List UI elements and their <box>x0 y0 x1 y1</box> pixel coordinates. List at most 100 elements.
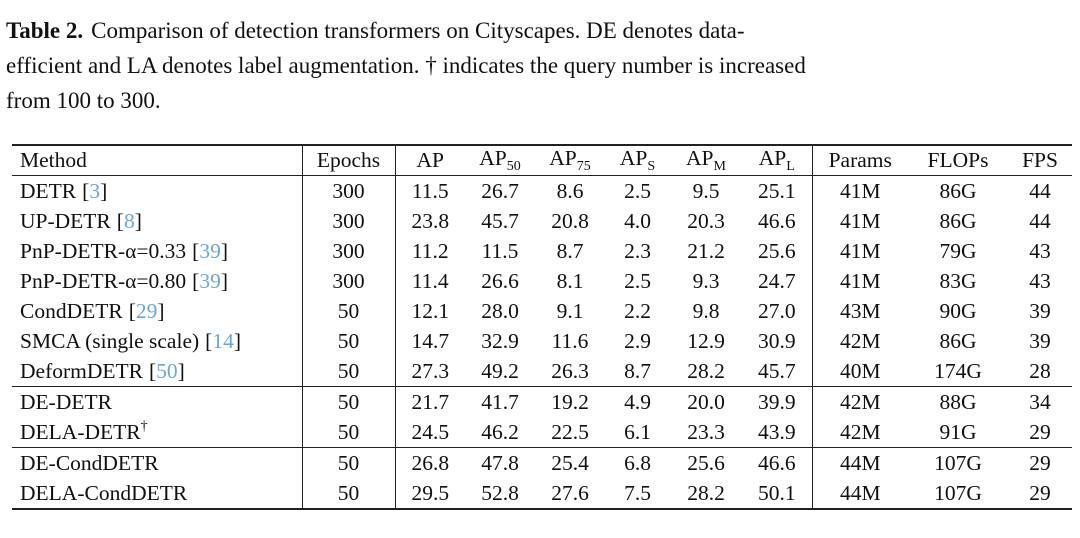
citation-bracket: ] <box>220 268 228 293</box>
value-cell: 50 <box>302 478 396 509</box>
method-cell: DETR [3] <box>12 175 303 206</box>
value-cell: 7.5 <box>624 480 651 505</box>
value-cell: 11.5 <box>411 178 449 203</box>
value-cell: 44M <box>839 450 881 475</box>
method-name: PnP-DETR-α=0.80 <box>20 268 187 293</box>
header-subscript: M <box>713 159 726 174</box>
value-cell: 29 <box>1029 419 1051 444</box>
citation: [39] <box>192 239 228 263</box>
value-cell: 19.2 <box>551 389 589 414</box>
table-row: PnP-DETR-α=0.80 [39] 300 11.4 26.6 8.1 2.5 9.3 2… <box>12 266 1072 296</box>
value-cell: 49.2 <box>481 358 519 383</box>
value-cell: 28.2 <box>687 480 725 505</box>
method-cell: UP-DETR [8] <box>12 206 303 236</box>
value-cell: 8.1 <box>556 268 584 293</box>
method-name: DELA-DETR <box>20 420 141 444</box>
citation-bracket: ] <box>134 208 142 233</box>
value-cell: 11.6 <box>551 328 589 353</box>
value-cell: 300 <box>302 266 396 296</box>
method-cell: DE-DETR <box>12 386 303 417</box>
value-cell: 39.9 <box>742 386 813 417</box>
header-cell: Params <box>828 148 892 172</box>
value-cell: 27.6 <box>551 480 589 505</box>
header-subscript: 50 <box>506 159 521 174</box>
header-text: AP <box>686 146 714 170</box>
value-cell: 34 <box>1029 389 1051 414</box>
citation-number: 50 <box>156 358 178 383</box>
value-cell: 9.5 <box>692 178 720 203</box>
value-cell: 22.5 <box>551 419 589 444</box>
value-cell: 27.0 <box>742 296 813 326</box>
table-row: DeformDETR [50] 50 27.3 49.2 26.3 8.7 28.2 45.7 4… <box>12 356 1072 387</box>
method-name: UP-DETR <box>20 208 111 233</box>
value-cell: 11.4 <box>411 268 449 293</box>
header-cell: APS <box>605 145 670 176</box>
citation-bracket: [ <box>192 268 200 293</box>
value-cell: 50 <box>302 417 396 448</box>
value-cell: 20.8 <box>551 208 589 233</box>
value-cell: 21.7 <box>411 389 450 414</box>
value-cell: 83G <box>939 268 977 293</box>
citation-bracket: [ <box>82 178 90 203</box>
value-cell: 8.7 <box>624 358 651 383</box>
value-cell: 300 <box>302 206 396 236</box>
value-cell: 50.1 <box>742 478 813 509</box>
table-row: DELA-DETR† 50 24.5 46.2 22.5 6.1 23.3 43.9 42M 91… <box>12 417 1072 448</box>
value-cell: 46.6 <box>742 206 813 236</box>
row-group: DETR [3] 300 11.5 26.7 8.6 2.5 9.5 25.1 41M 86G 44 U… <box>12 175 1072 387</box>
value-cell: 41.7 <box>481 389 519 414</box>
value-cell: 26.3 <box>551 358 589 383</box>
value-cell: 91G <box>939 419 977 444</box>
value-cell: 45.7 <box>742 356 813 387</box>
citation-bracket: ] <box>233 328 241 353</box>
citation-bracket: [ <box>149 358 157 383</box>
citation-bracket: [ <box>205 328 213 353</box>
value-cell: 42M <box>839 328 881 353</box>
header-cell: Epochs <box>302 145 396 176</box>
value-cell: 46.6 <box>742 447 813 478</box>
value-cell: 9.8 <box>692 298 720 323</box>
value-cell: 32.9 <box>481 328 519 353</box>
method-name: DETR <box>20 178 77 203</box>
value-cell: 86G <box>939 178 977 203</box>
citation: [3] <box>82 179 107 203</box>
value-cell: 14.7 <box>411 328 450 353</box>
value-cell: 27.3 <box>411 358 450 383</box>
method-name: DeformDETR <box>20 358 143 383</box>
results-table: Method Epochs AP AP50 AP75 APS APM APL Params FLO… <box>12 144 1072 510</box>
caption-label: Table 2. <box>6 18 84 43</box>
table-row: SMCA (single scale) [14] 50 14.7 32.9 11.6 2.9… <box>12 326 1072 356</box>
value-cell: 2.5 <box>624 268 651 293</box>
value-cell: 50 <box>302 326 396 356</box>
value-cell: 43 <box>1029 238 1051 263</box>
value-cell: 45.7 <box>481 208 519 233</box>
citation: [39] <box>192 269 228 293</box>
header-cell: AP <box>416 148 444 172</box>
value-cell: 50 <box>302 386 396 417</box>
header-text: AP <box>758 146 787 170</box>
value-cell: 41M <box>839 238 881 263</box>
value-cell: 174G <box>934 358 982 383</box>
value-cell: 11.2 <box>411 238 449 263</box>
value-cell: 42M <box>839 389 881 414</box>
citation-bracket: [ <box>116 208 124 233</box>
value-cell: 46.2 <box>481 419 519 444</box>
value-cell: 25.6 <box>687 450 725 475</box>
table-row: UP-DETR [8] 300 23.8 45.7 20.8 4.0 20.3 46.6 41M 8… <box>12 206 1072 236</box>
value-cell: 25.1 <box>742 175 813 206</box>
value-cell: 6.1 <box>624 419 651 444</box>
table-row: PnP-DETR-α=0.33 [39] 300 11.2 11.5 8.7 2.3 21.2… <box>12 236 1072 266</box>
value-cell: 21.2 <box>687 238 725 263</box>
value-cell: 43M <box>839 298 881 323</box>
value-cell: 20.0 <box>687 389 725 414</box>
citation-bracket: [ <box>192 238 200 263</box>
method-cell: DeformDETR [50] <box>12 356 303 387</box>
method-name: PnP-DETR-α=0.33 <box>20 238 187 263</box>
header-cell: FLOPs <box>927 148 989 172</box>
value-cell: 42M <box>839 419 881 444</box>
header-text: AP <box>619 146 648 170</box>
value-cell: 2.3 <box>624 238 651 263</box>
value-cell: 39 <box>1029 298 1051 323</box>
value-cell: 8.6 <box>556 178 584 203</box>
